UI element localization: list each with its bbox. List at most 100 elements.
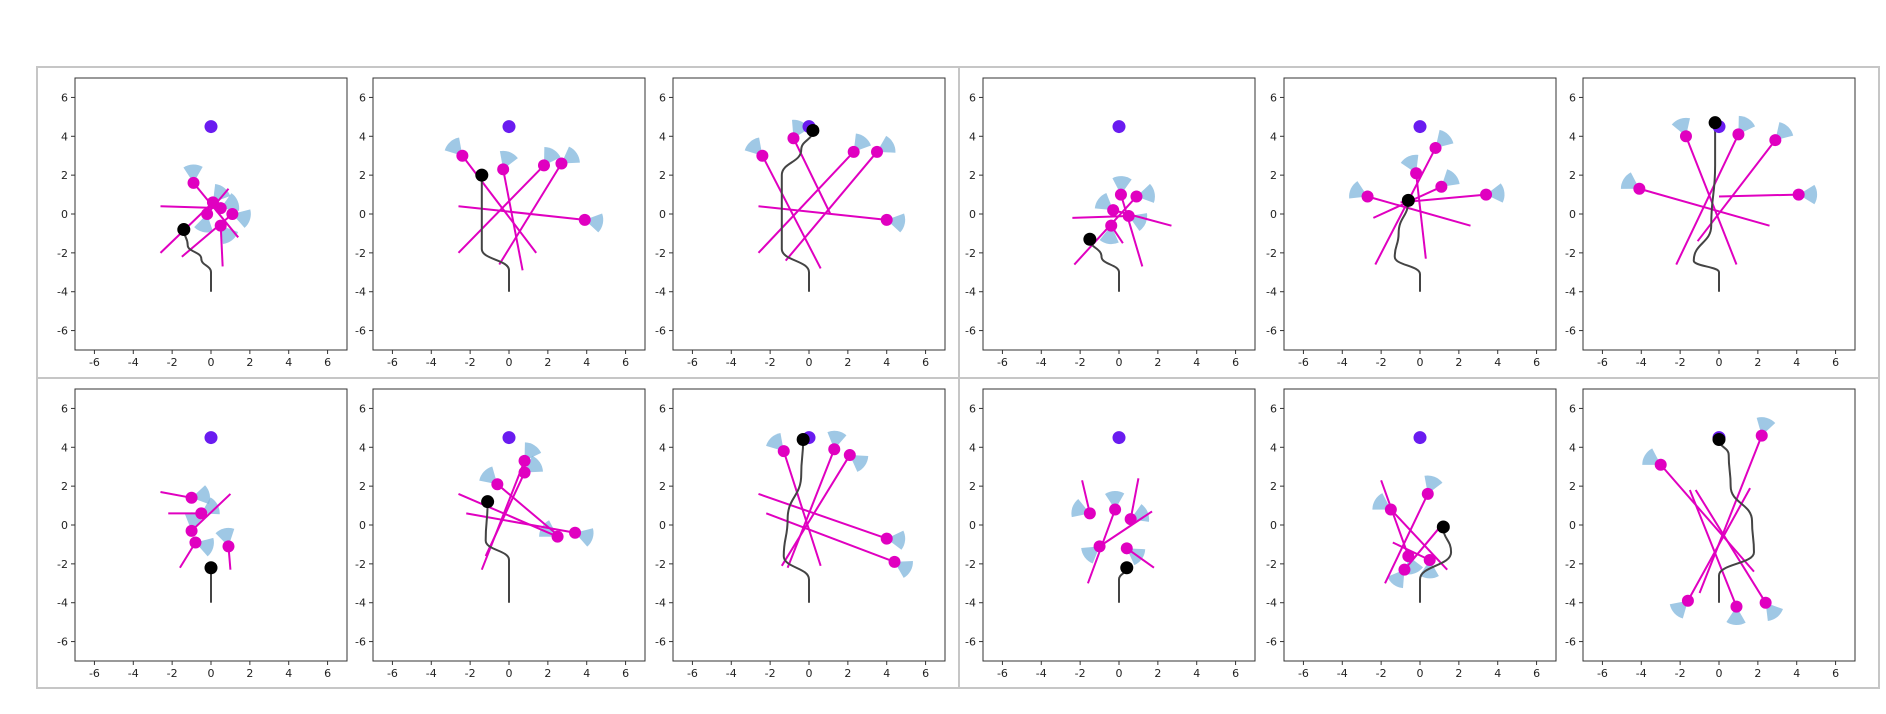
goal-point [1112, 120, 1126, 134]
x-tick-label: 4 [1193, 667, 1200, 680]
y-tick-label: 4 [1270, 441, 1277, 454]
pedestrian-point [491, 478, 504, 491]
pedestrian-path [1718, 193, 1799, 198]
fov-wedge [1775, 122, 1794, 141]
pedestrian-path [1374, 147, 1437, 265]
y-tick-label: 2 [659, 169, 666, 182]
pedestrian-point [456, 149, 469, 162]
plot-panel-1: -6 -4 -2 0 2 4 6 -6 -4 -2 0 2 4 6 [57, 77, 348, 369]
x-tick-label: 0 [208, 356, 215, 369]
y-tick-label: -2 [57, 558, 68, 571]
plot-axes [982, 388, 1256, 662]
pedestrian-point [185, 524, 198, 537]
x-tick-label: 4 [285, 667, 292, 680]
pedestrian-point [1681, 594, 1694, 607]
pedestrian-point [1435, 180, 1448, 193]
pedestrian-path [758, 205, 887, 221]
pedestrian-point [1130, 190, 1143, 203]
pedestrian-path [1367, 195, 1471, 227]
pedestrian-path [1099, 510, 1153, 548]
x-tick-label: -2 [765, 667, 776, 680]
y-tick-label: 0 [359, 208, 366, 221]
fov-wedge [524, 442, 542, 461]
x-tick-label: 4 [285, 356, 292, 369]
y-tick-label: -6 [57, 325, 68, 338]
x-tick-label: 4 [1494, 667, 1501, 680]
pedestrian-path [461, 155, 537, 254]
agent-point [177, 223, 191, 237]
x-tick-label: -6 [1597, 667, 1608, 680]
x-tick-label: -2 [1675, 667, 1686, 680]
x-tick-label: 0 [1116, 356, 1123, 369]
x-tick-label: 2 [1154, 356, 1161, 369]
fov-wedge [1387, 569, 1405, 589]
y-tick-label: -6 [355, 325, 366, 338]
fov-wedge [1105, 491, 1125, 510]
pedestrian-path [757, 151, 855, 254]
x-tick-label: -6 [1298, 356, 1309, 369]
x-tick-label: 2 [1154, 667, 1161, 680]
x-tick-label: -6 [89, 667, 100, 680]
pedestrian-path [1072, 214, 1129, 219]
pedestrian-point [569, 526, 582, 539]
pedestrian-point [201, 208, 214, 220]
y-tick-label: 6 [659, 402, 666, 415]
x-tick-label: 0 [806, 356, 813, 369]
pedestrian-point [1398, 563, 1411, 576]
agent-point [1083, 232, 1097, 246]
pedestrian-path [1112, 209, 1172, 227]
x-tick-label: -4 [726, 667, 737, 680]
plot-panel-4: -6 -4 -2 0 2 4 6 -6 -4 -2 0 2 4 6 [965, 77, 1256, 369]
y-tick-label: 6 [1569, 402, 1576, 415]
y-tick-label: 2 [359, 480, 366, 493]
pedestrian-path [1698, 435, 1763, 594]
pedestrian-path [219, 225, 224, 267]
plot-axes [672, 388, 946, 662]
y-tick-label: 6 [359, 91, 366, 104]
fov-wedge [183, 164, 203, 183]
agent-trajectory [484, 501, 510, 603]
agent-point [1712, 433, 1726, 447]
x-tick-label: 0 [506, 356, 513, 369]
pedestrian-path [758, 492, 888, 540]
x-tick-label: 2 [1455, 667, 1462, 680]
fov-wedge [1435, 129, 1454, 148]
plot-panel-9: -6 -4 -2 0 2 4 6 -6 -4 -2 0 2 4 6 [655, 388, 946, 680]
fov-wedge [827, 430, 847, 450]
y-tick-label: -2 [965, 558, 976, 571]
x-tick-label: 0 [1417, 356, 1424, 369]
x-tick-label: 0 [1716, 667, 1723, 680]
pedestrian-point [1410, 167, 1423, 180]
plot-panel-10: -6 -4 -2 0 2 4 6 -6 -4 -2 0 2 4 6 [965, 388, 1256, 680]
x-tick-label: 4 [583, 667, 590, 680]
pedestrian-point [888, 555, 901, 568]
goal-point [1413, 120, 1427, 134]
x-tick-label: -6 [997, 356, 1008, 369]
pedestrian-path [1403, 522, 1445, 571]
pedestrian-point [1429, 141, 1442, 154]
pedestrian-point [1107, 204, 1120, 217]
y-tick-label: 6 [1270, 402, 1277, 415]
pedestrian-point [518, 466, 531, 479]
fov-wedge [886, 530, 906, 550]
x-tick-label: 4 [1793, 667, 1800, 680]
agent-point [1120, 561, 1134, 575]
x-tick-label: -4 [726, 356, 737, 369]
agent-trajectory [780, 130, 814, 292]
plot-axes [1283, 388, 1557, 662]
pedestrian-path [780, 454, 851, 567]
pedestrian-point [189, 536, 202, 549]
pedestrian-path [1119, 194, 1144, 267]
y-tick-label: -4 [57, 286, 68, 299]
plot-axes [372, 388, 646, 662]
fov-wedge [1094, 192, 1114, 211]
y-tick-label: -2 [1565, 247, 1576, 260]
pedestrian-point [1633, 182, 1646, 195]
x-tick-label: 4 [883, 667, 890, 680]
pedestrian-point [1732, 128, 1745, 141]
fov-wedge [1112, 176, 1132, 195]
pedestrian-path [1390, 508, 1448, 571]
pedestrian-point [518, 454, 531, 467]
x-tick-label: 2 [246, 356, 253, 369]
pedestrian-point [880, 213, 893, 226]
